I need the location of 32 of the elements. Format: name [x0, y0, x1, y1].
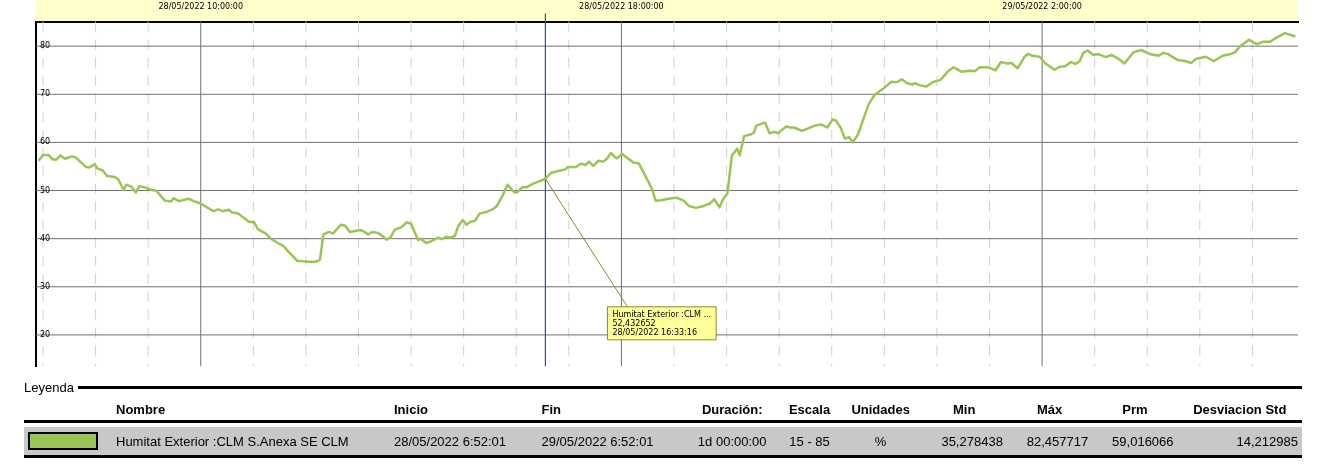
text: Prm [1092, 399, 1178, 422]
text: % [839, 427, 922, 457]
text: 59,016066 [1092, 427, 1178, 457]
text: Nombre [112, 399, 390, 422]
y-tick-label: 40 [40, 233, 51, 243]
text: Fin [537, 399, 686, 422]
y-tick-label: 20 [40, 329, 51, 339]
text: Humitat Exterior :CLM S.Anexa SE CLM [112, 427, 390, 457]
text: Inicio [390, 399, 538, 422]
x-tick-label: 28/05/2022 18:00:00 [579, 1, 664, 11]
text: Unidades [839, 399, 922, 422]
text: 28/05/2022 6:52:01 [390, 427, 538, 457]
y-tick-label: 60 [40, 137, 51, 147]
x-tick-label: 28/05/2022 10:00:00 [158, 1, 244, 11]
legend-title: Leyenda [24, 380, 74, 395]
text: 82,457717 [1006, 427, 1093, 457]
text: 15 - 85 [779, 427, 840, 457]
annotation: Humitat Exterior :CLM ... 52,432652 28/05/2022 16:33:16 [612, 309, 712, 337]
x-tick-label: 29/05/2022 2:00:00 [1002, 1, 1082, 11]
y-tick-label: 70 [40, 89, 51, 99]
text: Desviacion Std [1177, 399, 1302, 422]
text: Min [921, 399, 1007, 422]
text: 35,278438 [921, 427, 1007, 457]
text: 29/05/2022 6:52:01 [537, 427, 686, 457]
text: Duración: [685, 399, 780, 422]
text: Escala [779, 399, 840, 422]
y-tick-label: 80 [40, 41, 51, 51]
y-tick-label: 30 [40, 281, 51, 291]
text: Máx [1006, 399, 1093, 422]
text: 1d 00:00:00 [685, 427, 780, 457]
text: 14,212985 [1177, 427, 1302, 457]
y-tick-label: 50 [40, 185, 51, 195]
